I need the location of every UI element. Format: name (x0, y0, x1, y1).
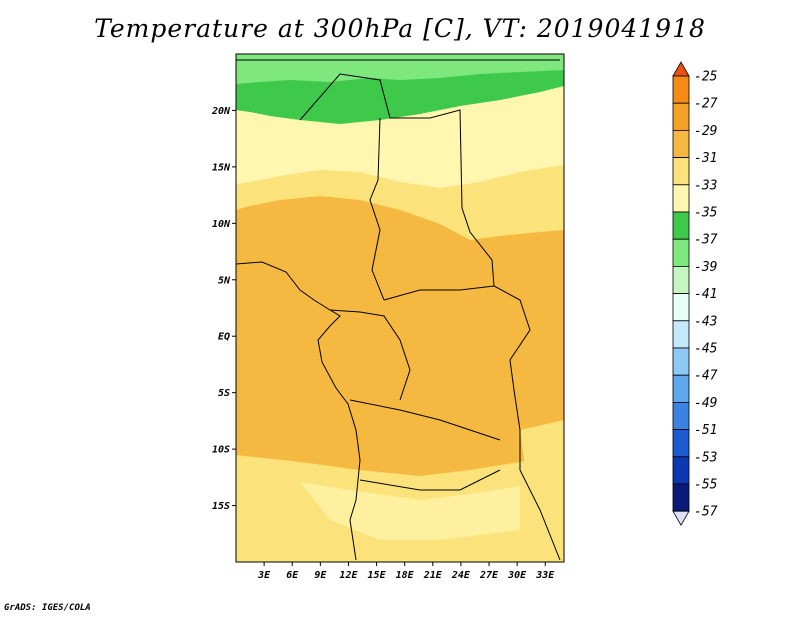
lat-tick-label: 15S (212, 501, 230, 512)
colorbar-label: -49 (694, 396, 717, 411)
grads-credit: GrADS: IGES/COLA (4, 603, 91, 613)
longitude-axis: 3E 6E 9E 12E 15E 18E 21E 24E 27E 30E 33E (257, 562, 555, 581)
lat-tick-label: 10S (212, 445, 230, 456)
colorbar-top-arrow (672, 61, 690, 77)
colorbar-swatch (672, 456, 690, 485)
latitude-axis: 20N 15N 10N 5N EQ 5S 10S 15S (211, 106, 236, 512)
lat-tick-label: 20N (211, 106, 231, 117)
colorbar-label: -41 (694, 287, 717, 302)
colorbar-label: -51 (694, 423, 717, 438)
lat-tick-label: EQ (218, 332, 230, 343)
lon-tick-label: 3E (257, 570, 271, 581)
colorbar-swatch (672, 429, 690, 458)
colorbar-label: -47 (694, 369, 718, 384)
colorbar-swatch (672, 211, 690, 240)
colorbar-label: -33 (694, 178, 717, 193)
lat-tick-label: 15N (212, 162, 231, 173)
colorbar-label: -53 (694, 450, 717, 465)
country-borders (236, 59, 561, 561)
colorbar-swatch (672, 483, 690, 512)
colorbar-label: -37 (694, 233, 718, 248)
lon-tick-label: 24E (451, 570, 471, 581)
colorbar-swatch (672, 401, 690, 430)
colorbar-label: -39 (694, 260, 717, 275)
colorbar-label: -45 (694, 342, 718, 357)
colorbar-label: -31 (694, 151, 717, 166)
lon-tick-label: 30E (507, 570, 527, 581)
map-frame (235, 53, 565, 563)
lon-tick-label: 27E (479, 570, 499, 581)
lon-tick-label: 18E (396, 570, 415, 581)
colorbar-swatch (672, 184, 690, 213)
colorbar-label: -55 (694, 478, 718, 493)
lon-tick-label: 6E (286, 570, 299, 581)
lon-tick-label: 12E (339, 570, 358, 581)
colorbar: -25 -27 -29 -31 -33 -35 -37 -39 -41 -43 -45 -47 -49 -… (672, 61, 718, 527)
colorbar-swatch (672, 129, 690, 158)
temperature-field (236, 54, 564, 562)
lat-tick-label: 5S (218, 388, 230, 399)
field-band-39-37 (236, 54, 564, 84)
colorbar-label: -29 (694, 124, 717, 139)
colorbar-swatch (672, 102, 690, 131)
colorbar-label: -25 (694, 70, 718, 85)
colorbar-bottom-arrow (672, 510, 690, 527)
colorbar-swatch (672, 374, 690, 403)
lon-tick-label: 33E (535, 570, 555, 581)
lon-tick-label: 21E (423, 570, 443, 581)
colorbar-swatch (672, 293, 690, 322)
lat-tick-label: 5N (218, 275, 231, 286)
chart-title: Temperature at 300hPa [C], VT: 201904191… (94, 14, 706, 43)
colorbar-label: -35 (694, 206, 718, 221)
colorbar-swatch (672, 347, 690, 376)
field-band-35-33-south (300, 482, 520, 540)
colorbar-label: -57 (694, 505, 718, 520)
colorbar-swatch (672, 320, 690, 349)
colorbar-swatch (672, 75, 690, 104)
colorbar-swatch (672, 238, 690, 267)
lon-tick-label: 15E (368, 570, 387, 581)
colorbar-label: -43 (694, 314, 717, 329)
lat-tick-label: 10N (212, 219, 231, 230)
field-band-33-31-east (520, 420, 564, 520)
colorbar-swatch (672, 157, 690, 186)
colorbar-label: -27 (694, 97, 718, 112)
colorbar-swatch (672, 265, 690, 294)
lon-tick-label: 9E (314, 570, 327, 581)
